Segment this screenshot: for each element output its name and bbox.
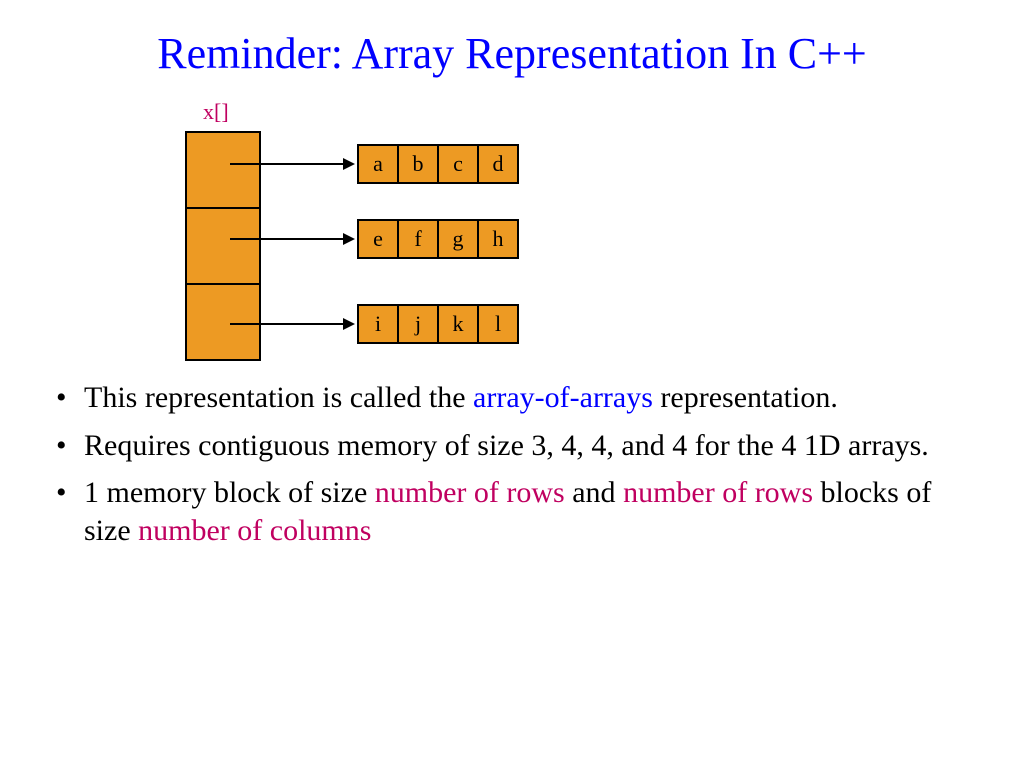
text-segment: number of columns [138,514,371,547]
bullet-list: This representation is called the array-… [50,379,974,549]
array-cell: i [358,305,398,343]
pointer-array-block [185,131,261,361]
bullet-item: Requires contiguous memory of size 3, 4,… [50,427,974,465]
array-cell: a [358,145,398,183]
bullet-item: 1 memory block of size number of rows an… [50,474,974,549]
text-segment: Requires contiguous memory of size 3, 4,… [84,429,929,462]
array-cell: l [478,305,518,343]
array-cell: j [398,305,438,343]
array-cell: e [358,220,398,258]
block-separator [185,283,261,285]
arrow-head-icon [343,158,355,170]
text-segment: representation. [653,381,838,414]
array-cell: k [438,305,478,343]
arrow-head-icon [343,233,355,245]
text-segment: 1 memory block of size [84,476,375,509]
block-separator [185,207,261,209]
array-cell: f [398,220,438,258]
row-array: abcd [357,144,519,184]
text-segment: and [565,476,623,509]
text-segment: number of rows [623,476,813,509]
pointer-arrow [230,163,345,165]
text-segment: number of rows [375,476,565,509]
slide-title: Reminder: Array Representation In C++ [0,0,1024,89]
array-cell: c [438,145,478,183]
arrow-head-icon [343,318,355,330]
array-diagram: x[] abcd efgh ijkl [40,89,1024,379]
pointer-arrow [230,238,345,240]
text-segment: array-of-arrays [473,381,653,414]
bullet-item: This representation is called the array-… [50,379,974,417]
row-array: ijkl [357,304,519,344]
array-cell: g [438,220,478,258]
pointer-arrow [230,323,345,325]
array-label: x[] [203,99,229,125]
row-array: efgh [357,219,519,259]
text-segment: This representation is called the [84,381,473,414]
array-cell: b [398,145,438,183]
array-cell: h [478,220,518,258]
array-cell: d [478,145,518,183]
